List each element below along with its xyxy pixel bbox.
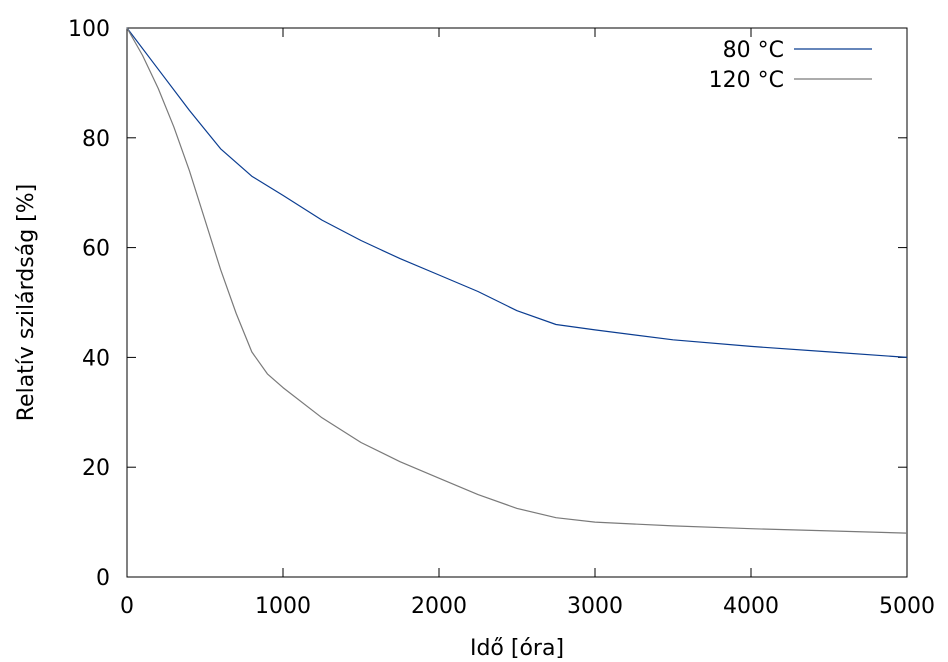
x-tick-label-4: 4000 xyxy=(723,594,779,619)
series-line-1 xyxy=(126,27,908,534)
x-tick-label-3: 3000 xyxy=(567,594,623,619)
x-tick-label-2: 2000 xyxy=(411,594,467,619)
legend-label-1: 120 °C xyxy=(709,68,784,93)
x-tick-label-5: 5000 xyxy=(879,594,935,619)
y-axis-title: Relatív szilárdság [%] xyxy=(14,184,39,422)
y-tick-label-5: 100 xyxy=(68,17,110,42)
x-tick-label-1: 1000 xyxy=(255,594,311,619)
plot-frame xyxy=(126,27,908,578)
y-tick-label-2: 40 xyxy=(82,346,110,371)
series-lines xyxy=(126,27,908,534)
x-axis-title: Idő [óra] xyxy=(470,636,564,661)
y-tick-label-3: 60 xyxy=(82,237,110,262)
series-line-0 xyxy=(126,27,908,358)
axes xyxy=(126,27,908,578)
ticks: 0 1000 2000 3000 4000 5000 0 20 40 60 80 100 xyxy=(68,17,935,619)
y-tick-label-1: 20 xyxy=(82,456,110,481)
legend-label-0: 80 °C xyxy=(723,38,784,63)
y-tick-label-0: 0 xyxy=(96,566,110,591)
legend: 80 °C 120 °C xyxy=(709,38,872,93)
x-tick-label-0: 0 xyxy=(120,594,134,619)
y-tick-label-4: 80 xyxy=(82,127,110,152)
